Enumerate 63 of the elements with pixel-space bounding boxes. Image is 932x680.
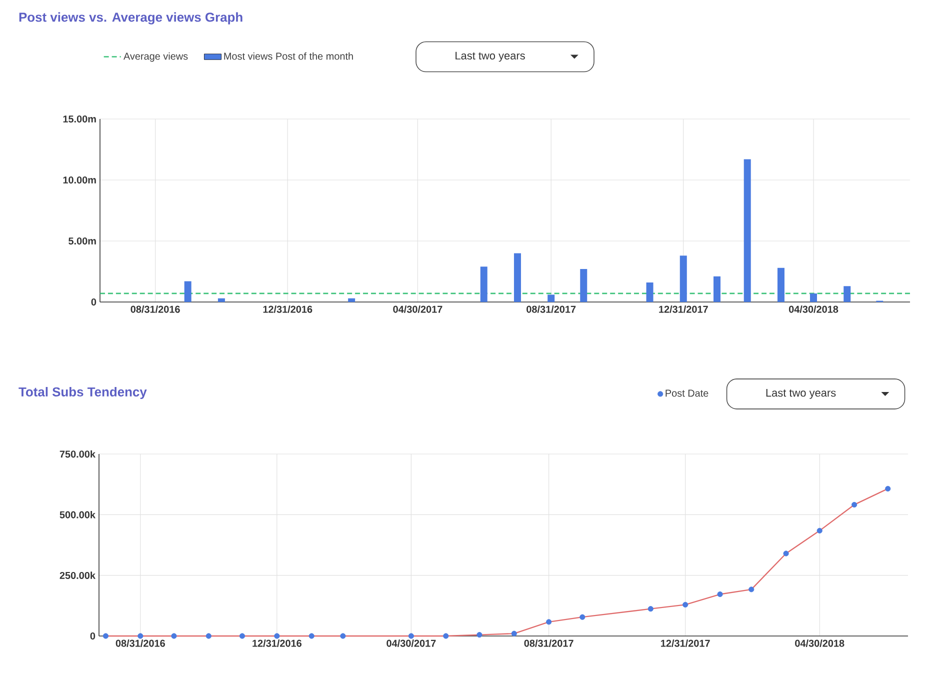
x-tick-label: 12/31/2016 [263, 306, 312, 313]
x-tick-label: 08/31/2016 [130, 306, 180, 313]
x-tick-label: 08/31/2017 [524, 640, 574, 647]
bar [218, 298, 225, 302]
y-tick-label: 5.00m [68, 237, 96, 245]
x-tick-label: 08/31/2016 [116, 640, 165, 647]
point [476, 632, 482, 638]
bar [514, 253, 521, 302]
text: Last two years [766, 389, 836, 399]
bar [646, 282, 654, 302]
text: Last two years [456, 52, 525, 62]
point [648, 606, 654, 612]
point [816, 528, 822, 534]
bar [777, 268, 784, 302]
point [783, 550, 789, 556]
x-tick-label: 04/30/2017 [393, 306, 442, 313]
x-tick-label: 04/30/2017 [386, 640, 436, 647]
point [580, 614, 586, 620]
legend-label: Most views Post of the month [224, 52, 353, 60]
x-tick-label: 04/30/2018 [788, 306, 838, 313]
legend-label: Post Date [666, 390, 708, 397]
point [852, 502, 858, 508]
y-tick-label: 250.00k [60, 572, 96, 579]
point [546, 619, 552, 625]
y-tick-label: 500.00k [60, 511, 96, 518]
bar [580, 269, 588, 302]
bar [480, 266, 488, 302]
chart-title: Total Subs Tendency [18, 386, 147, 400]
point [239, 633, 246, 639]
point [206, 633, 212, 639]
bar [680, 256, 687, 302]
bar [184, 281, 192, 302]
y-tick-label: 0 [90, 632, 96, 640]
point [511, 630, 517, 636]
point [274, 633, 280, 639]
point [717, 591, 723, 598]
bar [844, 286, 851, 302]
point [102, 633, 109, 639]
x-tick-label: 12/31/2016 [252, 640, 302, 647]
point [885, 486, 891, 492]
y-tick-label: 10.00m [63, 176, 96, 184]
bar [744, 159, 751, 302]
point [748, 586, 754, 592]
y-tick-label: 0 [91, 298, 96, 306]
bar [810, 293, 818, 302]
y-tick-label: 750.00k [60, 450, 96, 458]
point [138, 633, 144, 639]
point [682, 602, 688, 608]
point [408, 633, 414, 639]
chart-title: Post views vs. Average views Graph [19, 12, 242, 24]
y-tick-label: 15.00m [63, 115, 96, 123]
point [443, 633, 449, 639]
x-tick-label: 12/31/2017 [661, 640, 710, 647]
point [171, 633, 177, 639]
x-tick-label: 12/31/2017 [659, 306, 708, 313]
bar [548, 294, 555, 302]
point [308, 633, 314, 639]
legend-label: Average views [124, 52, 188, 62]
bar [348, 298, 356, 302]
x-tick-label: 08/31/2017 [526, 306, 576, 313]
bar [714, 276, 720, 302]
point [340, 633, 346, 639]
x-tick-label: 04/30/2018 [795, 640, 844, 647]
